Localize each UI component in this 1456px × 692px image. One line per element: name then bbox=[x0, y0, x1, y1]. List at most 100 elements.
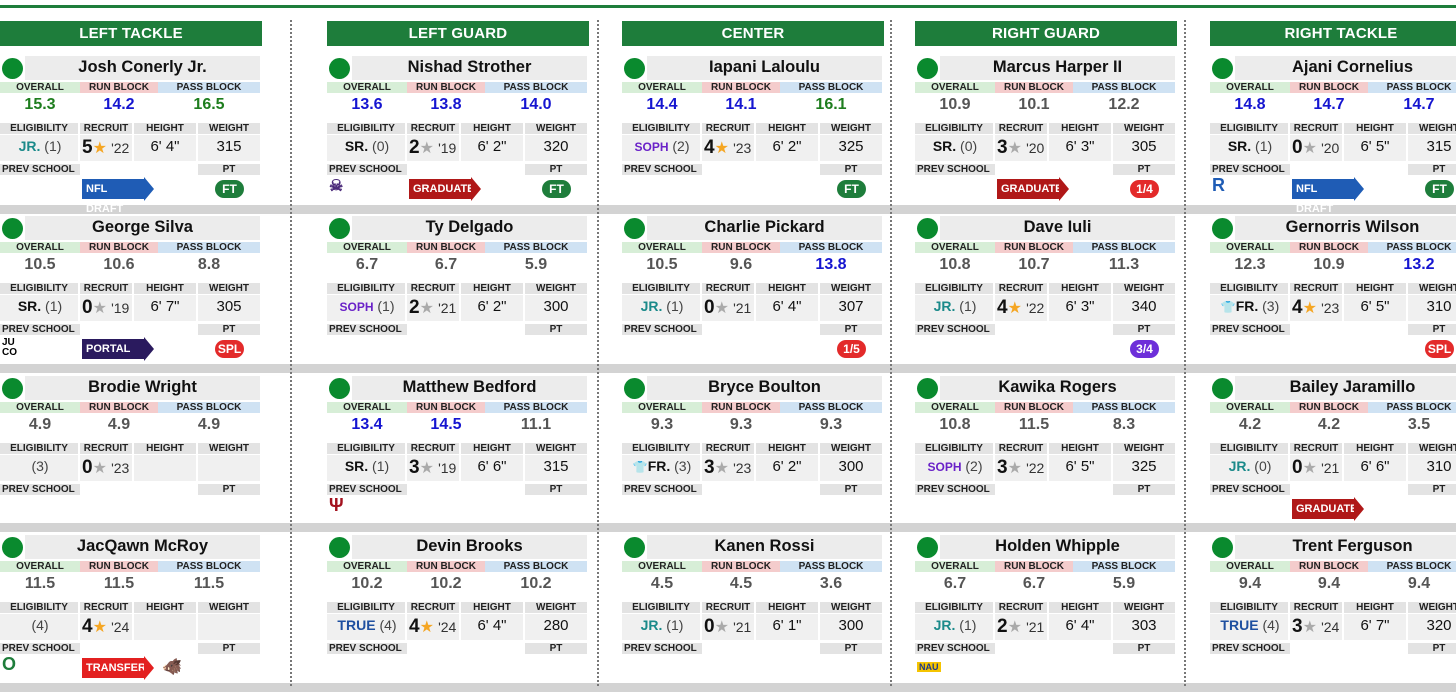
eligibility-value: TRUE (4) bbox=[1210, 617, 1290, 633]
overall-label: OVERALL bbox=[915, 82, 995, 93]
row-separator bbox=[0, 205, 1456, 214]
class-year: JR. bbox=[640, 298, 663, 314]
recruit-value: 3★ '19 bbox=[407, 457, 465, 479]
eligibility-label: ELIGIBILITY bbox=[915, 283, 993, 294]
name-bar bbox=[352, 535, 587, 559]
player-card[interactable]: Matthew Bedford OVERALL RUN BLOCK PASS BLOC… bbox=[327, 375, 589, 525]
pass-block-value: 16.5 bbox=[193, 96, 225, 113]
player-name[interactable]: Nishad Strother bbox=[407, 58, 532, 76]
run-block-value: 10.6 bbox=[103, 256, 135, 273]
status-dot bbox=[917, 537, 938, 558]
player-name[interactable]: JacQawn McRoy bbox=[76, 537, 209, 555]
player-name[interactable]: Brodie Wright bbox=[88, 378, 197, 396]
name-bar bbox=[1235, 535, 1456, 559]
name-bar bbox=[352, 216, 587, 240]
run-block-label: RUN BLOCK bbox=[1290, 242, 1368, 253]
player-card[interactable]: Holden Whipple OVERALL RUN BLOCK PASS BLOCK… bbox=[915, 534, 1177, 684]
height-value: 6' 4" bbox=[150, 138, 180, 155]
eligibility-label: ELIGIBILITY bbox=[327, 443, 405, 454]
info-cell-bg bbox=[995, 614, 1047, 640]
player-name[interactable]: Holden Whipple bbox=[995, 537, 1120, 555]
eligibility-value: SOPH (2) bbox=[915, 458, 995, 474]
eligibility-value: JR. (1) bbox=[915, 617, 995, 633]
height-value: 6' 4" bbox=[1065, 617, 1095, 634]
overall-value: 13.4 bbox=[351, 416, 383, 433]
overall-label: OVERALL bbox=[1210, 242, 1290, 253]
player-name[interactable]: Trent Ferguson bbox=[1292, 537, 1413, 555]
info-cell-bg bbox=[80, 455, 132, 481]
star-icon: ★ bbox=[419, 619, 434, 636]
eligibility-value: (4) bbox=[0, 617, 80, 633]
player-card[interactable]: JacQawn McRoy OVERALL RUN BLOCK PASS BLOCK 1… bbox=[0, 534, 262, 684]
player-name[interactable]: Iapani Laloulu bbox=[709, 58, 820, 76]
player-card[interactable]: Kawika Rogers OVERALL RUN BLOCK PASS BLOCK 1… bbox=[915, 375, 1177, 525]
pt-badge: SPL bbox=[1425, 340, 1454, 358]
info-cell-bg bbox=[915, 455, 993, 481]
class-year: JR. bbox=[640, 617, 663, 633]
pt-label: PT bbox=[820, 484, 882, 495]
weight-label: WEIGHT bbox=[198, 602, 260, 613]
info-cell-bg bbox=[461, 455, 523, 481]
player-card[interactable]: Josh Conerly Jr. OVERALL RUN BLOCK PASS BLO… bbox=[0, 55, 262, 215]
star-icon: ★ bbox=[714, 619, 729, 636]
player-name[interactable]: Charlie Pickard bbox=[704, 218, 825, 236]
pt-label: PT bbox=[198, 643, 260, 654]
player-name[interactable]: Kanen Rossi bbox=[714, 537, 815, 555]
info-cell-bg bbox=[756, 295, 818, 321]
eligibility-value: JR. (1) bbox=[0, 138, 80, 154]
player-name[interactable]: Kawika Rogers bbox=[998, 378, 1117, 396]
height-label: HEIGHT bbox=[756, 123, 818, 134]
player-card[interactable]: Bailey Jaramillo OVERALL RUN BLOCK PASS BLO… bbox=[1210, 375, 1456, 525]
eligibility-label: ELIGIBILITY bbox=[915, 123, 993, 134]
player-card[interactable]: Kanen Rossi OVERALL RUN BLOCK PASS BLOCK 4.5… bbox=[622, 534, 884, 684]
player-name[interactable]: Matthew Bedford bbox=[402, 378, 537, 396]
player-name[interactable]: George Silva bbox=[92, 218, 193, 236]
height-label: HEIGHT bbox=[461, 443, 523, 454]
player-card[interactable]: Bryce Boulton OVERALL RUN BLOCK PASS BLOCK 9… bbox=[622, 375, 884, 525]
player-name[interactable]: Dave Iuli bbox=[1023, 218, 1092, 236]
player-name[interactable]: Devin Brooks bbox=[416, 537, 523, 555]
pass-block-value: 10.2 bbox=[520, 575, 552, 592]
player-card[interactable]: Iapani Laloulu OVERALL RUN BLOCK PASS BLOCK… bbox=[622, 55, 884, 205]
run-block-value: 10.2 bbox=[430, 575, 462, 592]
class-year: JR. bbox=[1228, 458, 1251, 474]
overall-label: OVERALL bbox=[327, 402, 407, 413]
player-name[interactable]: Bailey Jaramillo bbox=[1289, 378, 1416, 396]
player-name[interactable]: Marcus Harper II bbox=[992, 58, 1123, 76]
pass-block-label: PASS BLOCK bbox=[780, 242, 882, 253]
player-card[interactable]: Charlie Pickard OVERALL RUN BLOCK PASS BLOC… bbox=[622, 215, 884, 365]
recruit-year: '20 bbox=[1321, 140, 1340, 156]
weight-label: WEIGHT bbox=[820, 602, 882, 613]
status-dot bbox=[624, 58, 645, 79]
class-year: SR. bbox=[932, 138, 957, 154]
height-value: 6' 7" bbox=[1360, 617, 1390, 634]
player-name[interactable]: Bryce Boulton bbox=[708, 378, 821, 396]
status-dot bbox=[624, 218, 645, 239]
recruit-value: 5★ '22 bbox=[80, 137, 138, 159]
eligibility-label: ELIGIBILITY bbox=[622, 443, 700, 454]
run-block-value: 13.8 bbox=[430, 96, 462, 113]
player-card[interactable]: Nishad Strother OVERALL RUN BLOCK PASS BLOC… bbox=[327, 55, 589, 205]
player-card[interactable]: Devin Brooks OVERALL RUN BLOCK PASS BLOCK 10… bbox=[327, 534, 589, 684]
info-cell-bg bbox=[80, 614, 132, 640]
overall-label: OVERALL bbox=[327, 242, 407, 253]
player-card[interactable]: Ajani Cornelius OVERALL RUN BLOCK PASS BLOC… bbox=[1210, 55, 1456, 215]
player-name[interactable]: Ty Delgado bbox=[425, 218, 514, 236]
prev-school-logo: R bbox=[1212, 175, 1225, 195]
player-card[interactable]: Dave Iuli OVERALL RUN BLOCK PASS BLOCK 10.8 1… bbox=[915, 215, 1177, 365]
redshirt-icon: 👕 bbox=[1220, 300, 1236, 314]
position-column: LEFT GUARD Nishad Strother OVERALL RUN BLOC… bbox=[327, 0, 589, 688]
player-name[interactable]: Gernorris Wilson bbox=[1285, 218, 1420, 236]
recruit-label: RECRUIT bbox=[702, 123, 754, 134]
eligibility-label: ELIGIBILITY bbox=[1210, 602, 1288, 613]
recruit-year: '21 bbox=[1321, 460, 1340, 476]
player-name[interactable]: Ajani Cornelius bbox=[1291, 58, 1414, 76]
player-card[interactable]: Ty Delgado OVERALL RUN BLOCK PASS BLOCK 6.7 6… bbox=[327, 215, 589, 365]
player-card[interactable]: Marcus Harper II OVERALL RUN BLOCK PASS BLO… bbox=[915, 55, 1177, 205]
player-card[interactable]: Brodie Wright OVERALL RUN BLOCK PASS BLOCK 4… bbox=[0, 375, 262, 525]
player-card[interactable]: George Silva OVERALL RUN BLOCK PASS BLOCK 10… bbox=[0, 215, 262, 365]
player-name[interactable]: Josh Conerly Jr. bbox=[78, 58, 207, 76]
player-card[interactable]: Gernorris Wilson OVERALL RUN BLOCK PASS BLO… bbox=[1210, 215, 1456, 365]
info-cell-bg bbox=[525, 614, 587, 640]
player-card[interactable]: Trent Ferguson OVERALL RUN BLOCK PASS BLOCK… bbox=[1210, 534, 1456, 684]
